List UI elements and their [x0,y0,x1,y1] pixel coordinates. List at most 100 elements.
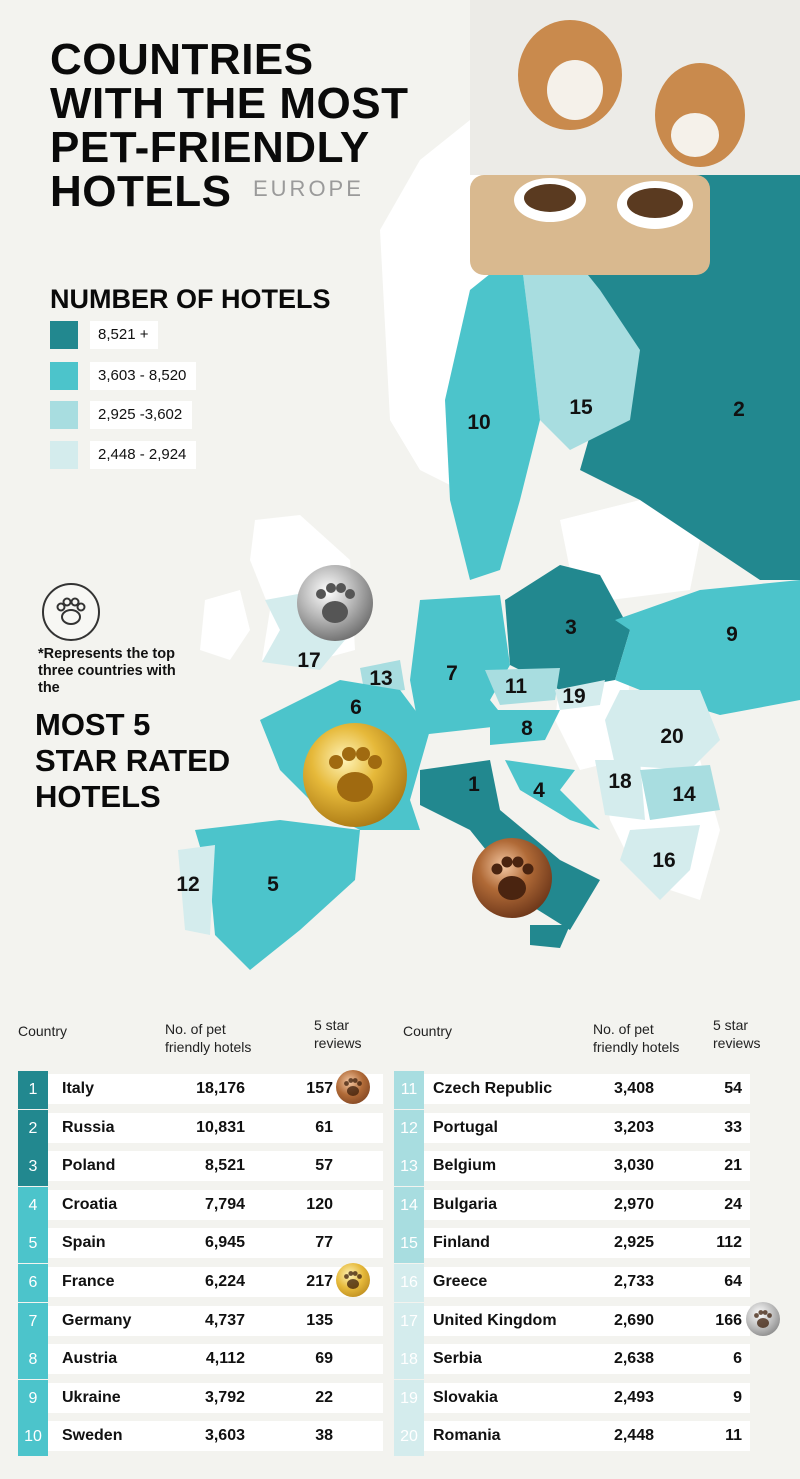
table-row: 5 Spain 6,945 77 [18,1225,383,1263]
rank-cell: 17 [394,1303,424,1341]
map-label-italy: 1 [468,773,480,796]
hotel-count: 3,030 [613,1157,654,1174]
hotel-count: 4,737 [204,1312,245,1329]
legend-title: NUMBER OF HOTELS [50,284,331,314]
rank-cell: 11 [394,1071,424,1109]
country-name: Bulgaria [433,1196,498,1213]
legend-item: 2,925 -3,602 [50,401,226,429]
region-germany [410,595,510,735]
country-name: Germany [62,1312,132,1329]
table-row: 1 Italy 18,176 157 [18,1070,383,1109]
map-label-poland: 3 [565,616,577,639]
table-row: 15 Finland 2,925 112 [394,1225,750,1263]
rank-cell: 9 [18,1380,48,1418]
country-name: Croatia [62,1196,118,1213]
region-czech [485,668,560,705]
row-background [48,1074,383,1104]
paw-outline-icon [42,583,100,641]
col-header-reviews: 5 star reviews [314,1016,361,1052]
rank-cell: 7 [18,1303,48,1341]
row-background [424,1228,750,1258]
hotel-count: 18,176 [196,1080,245,1097]
medal-note-line: STAR RATED [35,743,231,778]
country-name: Czech Republic [433,1080,553,1097]
review-count: 112 [716,1234,742,1251]
legend-label: 2,448 - 2,924 [90,441,197,469]
europe-map [178,0,800,970]
legend-label: 3,603 - 8,520 [90,362,197,390]
review-count: 6 [733,1350,742,1367]
row-background [48,1306,383,1336]
photo-dogs [470,0,800,275]
hotel-count: 3,408 [613,1080,654,1097]
hotel-count: 2,733 [613,1273,654,1290]
review-count: 57 [315,1157,333,1174]
table-row: 20 Romania 2,448 11 [394,1418,750,1456]
title-line: COUNTRIES [50,35,314,84]
hotel-count: 2,638 [613,1350,654,1367]
country-name: Serbia [433,1350,482,1367]
table-row: 7 Germany 4,737 135 [18,1303,383,1341]
hotel-count: 3,603 [204,1427,245,1444]
row-background [424,1344,750,1374]
review-count: 54 [724,1080,742,1097]
hotel-count: 2,448 [613,1427,654,1444]
col-header-hotels: No. of pet friendly hotels [165,1020,251,1056]
legend-item: 3,603 - 8,520 [50,362,226,390]
table-row: 12 Portugal 3,203 33 [394,1110,750,1148]
rank-cell: 8 [18,1341,48,1379]
region-slovakia [555,680,605,710]
row-background [48,1344,383,1374]
country-name: Sweden [62,1427,123,1444]
review-count: 217 [306,1273,333,1290]
table-row: 6 France 6,224 217 [18,1263,383,1302]
rank-cell: 16 [394,1264,424,1302]
map-label-portugal: 12 [176,873,200,896]
legend-label: 8,521 + [90,321,159,349]
review-count: 135 [306,1312,333,1329]
country-name: Portugal [433,1119,498,1136]
region-bulgaria [640,765,720,820]
region-croatia [505,760,600,830]
region-sweden [445,250,540,580]
table-row: 18 Serbia 2,638 6 [394,1341,750,1379]
region-poland [505,565,630,690]
hotel-count: 2,690 [613,1312,654,1329]
col-header-line: 5 star [713,1017,749,1033]
table-row: 2 Russia 10,831 61 [18,1110,383,1148]
legend-item: 8,521 + [50,321,226,349]
country-name: Belgium [433,1157,497,1174]
row-background [48,1113,383,1143]
table-row: 11 Czech Republic 3,408 54 [394,1071,750,1109]
col-header-reviews-2: 5 star reviews [713,1016,760,1052]
hotel-count: 7,794 [204,1196,245,1213]
col-header-line: friendly hotels [593,1039,680,1055]
silver-medal-icon [746,1302,780,1336]
region-greece [620,825,700,900]
country-name: United Kingdom [433,1312,557,1329]
region-romania [605,690,720,770]
col-header-line: No. of pet [593,1021,654,1037]
col-header-line: reviews [713,1035,761,1051]
country-name: Greece [433,1273,488,1290]
review-count: 157 [306,1080,333,1097]
map-label-croatia: 4 [533,779,545,802]
map-label-serbia: 18 [608,770,632,793]
review-count: 64 [724,1273,742,1290]
legend-swatch [50,441,78,469]
title-line: WITH THE MOST [50,79,409,128]
review-count: 24 [724,1196,742,1213]
rank-cell: 20 [394,1418,424,1456]
hotel-count: 10,831 [196,1119,245,1136]
rank-cell: 12 [394,1110,424,1148]
country-name: Austria [62,1350,118,1367]
map-label-romania: 20 [660,725,684,748]
review-count: 166 [715,1312,742,1329]
hotel-count: 2,925 [613,1234,654,1251]
map-label-spain: 5 [267,873,279,896]
rank-cell: 13 [394,1148,424,1186]
map-label-sweden: 10 [467,411,491,434]
bronze-medal-icon [336,1070,370,1104]
row-background [424,1190,750,1220]
table-row: 16 Greece 2,733 64 [394,1264,750,1302]
